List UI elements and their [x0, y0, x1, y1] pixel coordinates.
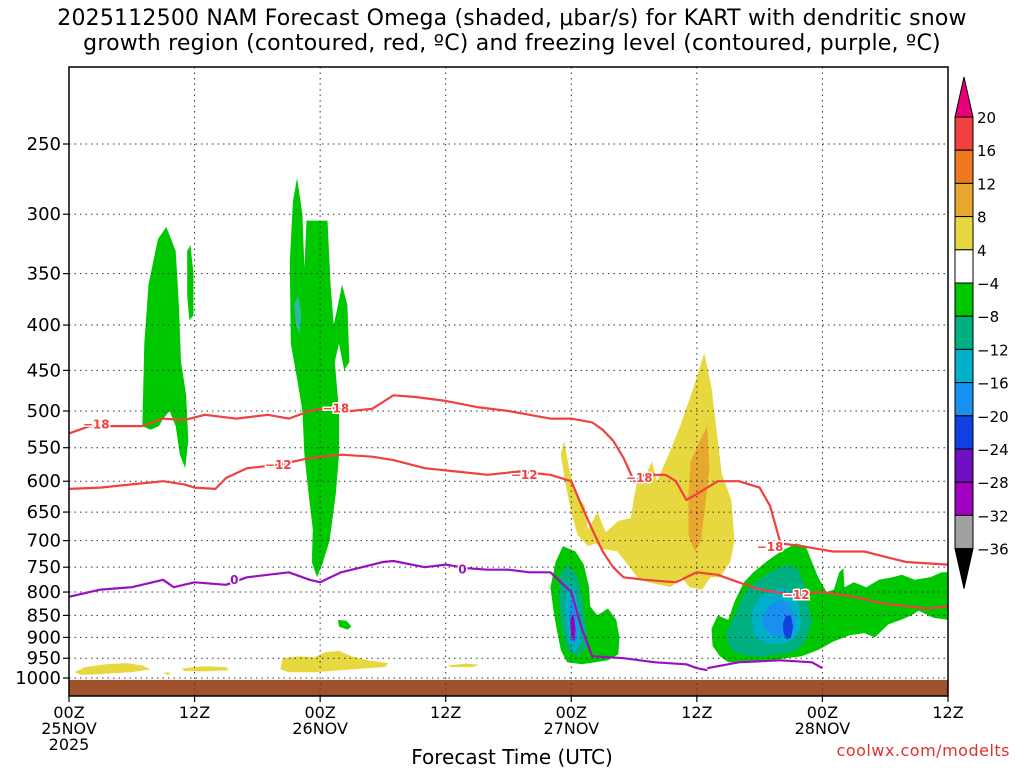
omega-orange-core	[688, 426, 710, 552]
site-credit: coolwx.com/modelts	[836, 741, 1010, 760]
y-tick-label: 500	[27, 401, 61, 422]
x-tick-date: 27NOV	[543, 719, 599, 738]
x-tick-year: 2025	[49, 735, 90, 754]
grid-lines	[68, 67, 949, 696]
x-tick-label: 00Z	[556, 703, 587, 722]
freezing-contour-label-0: 0	[230, 573, 238, 587]
omega-green-col-2	[289, 177, 350, 578]
x-tick-date: 28NOV	[795, 719, 851, 738]
colorbar-swatch-12	[954, 481, 974, 516]
colorbar-swatch-11	[954, 448, 974, 483]
omega-yellow-sfc-2	[163, 672, 172, 675]
colorbar-swatch-3	[954, 182, 974, 218]
freezing-contour-label-1: 0	[458, 563, 466, 577]
y-tick-label: 950	[27, 648, 61, 669]
title-line-1: 2025112500 NAM Forecast Omega (shaded, μ…	[57, 6, 967, 31]
colorbar-label: −16	[977, 375, 1009, 393]
y-tick-label: 550	[27, 438, 61, 459]
colorbar-label: 12	[977, 175, 996, 193]
contour-lines	[69, 394, 948, 672]
colorbar-label: 16	[977, 142, 996, 160]
omega-darkblue-low-2	[782, 615, 794, 640]
dgz-contour-label-0: −18	[83, 418, 110, 432]
x-tick-date: 25NOV	[41, 719, 97, 738]
dgz-contour-label-2: −12	[265, 458, 292, 472]
colorbar-swatch-8	[954, 348, 974, 384]
x-tick-label: 12Z	[932, 703, 963, 722]
colorbar-label: −4	[977, 275, 999, 293]
dgz-contour-label-1: −18	[322, 402, 349, 416]
dgz-contour-label-6: −12	[783, 588, 810, 602]
colorbar-label: −32	[977, 507, 1009, 525]
colorbar-label: −12	[977, 341, 1009, 359]
y-tick-label: 850	[27, 605, 61, 626]
y-tick-label: 700	[27, 531, 61, 552]
x-axis-label: Forecast Time (UTC)	[411, 745, 613, 769]
y-tick-label: 300	[27, 204, 61, 225]
series-line-1	[69, 453, 948, 610]
x-tick-label: 12Z	[681, 703, 712, 722]
colorbar-swatch-1	[954, 116, 974, 151]
colorbar-label: 8	[977, 209, 987, 227]
axes: 2503003504004505005506006507007508008509…	[15, 66, 964, 754]
title-line-2: growth region (contoured, red, ºC) and f…	[83, 31, 941, 56]
omega-shading	[74, 177, 948, 675]
colorbar-swatch-13	[954, 514, 974, 550]
omega-yellow-sfc-5	[447, 663, 480, 668]
colorbar: 20 16 12 8 4 −4 −8 −12 −16 −20 −24 −28 −32 −36	[954, 76, 1009, 589]
colorbar-swatch-10	[954, 415, 974, 450]
omega-green-col-1	[142, 226, 189, 469]
y-tick-label: 750	[27, 557, 61, 578]
x-tick-label: 00Z	[53, 703, 84, 722]
omega-yellow-sfc-1	[74, 663, 151, 675]
y-tick-label: 800	[27, 582, 61, 603]
colorbar-label: −36	[977, 541, 1009, 559]
y-tick-label: 350	[27, 264, 61, 285]
colorbar-swatch-2	[954, 149, 974, 184]
colorbar-label: 20	[977, 109, 996, 127]
omega-yellow-sfc-4	[280, 650, 389, 673]
colorbar-label: −24	[977, 441, 1009, 459]
ground-layer	[69, 679, 948, 696]
omega-green-col-1b	[187, 245, 194, 321]
dgz-contour-label-3: −12	[511, 468, 538, 482]
dgz-contour-label-4: −18	[626, 471, 653, 485]
colorbar-label: 4	[977, 242, 987, 260]
y-tick-label: 250	[27, 134, 61, 155]
omega-teal-fleck	[294, 295, 302, 335]
series-line-3	[707, 659, 823, 670]
colorbar-label: −28	[977, 474, 1009, 492]
series-line-0	[69, 394, 948, 566]
y-tick-label: 650	[27, 502, 61, 523]
colorbar-label: −20	[977, 408, 1009, 426]
colorbar-bottom-arrow	[954, 548, 974, 589]
y-tick-label: 450	[27, 360, 61, 381]
y-tick-label: 400	[27, 315, 61, 336]
dgz-contour-label-5: −18	[757, 540, 784, 554]
colorbar-swatch-7	[954, 315, 974, 350]
colorbar-swatch-9	[954, 382, 974, 417]
omega-yellow-sfc-3	[182, 666, 230, 672]
x-tick-date: 26NOV	[292, 719, 348, 738]
y-tick-label: 900	[27, 627, 61, 648]
chart-title: 2025112500 NAM Forecast Omega (shaded, μ…	[0, 6, 1024, 56]
series-line-2	[69, 559, 708, 672]
contour-labels: −18 −18 −12 −12 −18 −18 −12 0 0	[81, 400, 811, 603]
y-tick-label: 600	[27, 471, 61, 492]
colorbar-label: −8	[977, 308, 999, 326]
x-tick-label: 00Z	[807, 703, 838, 722]
ground-fill	[69, 679, 948, 696]
colorbar-swatch-5	[954, 249, 974, 284]
omega-green-small	[337, 619, 352, 630]
colorbar-swatch-6	[954, 282, 974, 317]
colorbar-top-arrow	[954, 76, 974, 118]
y-tick-label: 1000	[15, 668, 61, 689]
x-tick-label: 12Z	[179, 703, 210, 722]
x-tick-label: 00Z	[304, 703, 335, 722]
colorbar-swatch-4	[954, 216, 974, 251]
x-tick-label: 12Z	[430, 703, 461, 722]
plot-frame	[68, 66, 949, 697]
